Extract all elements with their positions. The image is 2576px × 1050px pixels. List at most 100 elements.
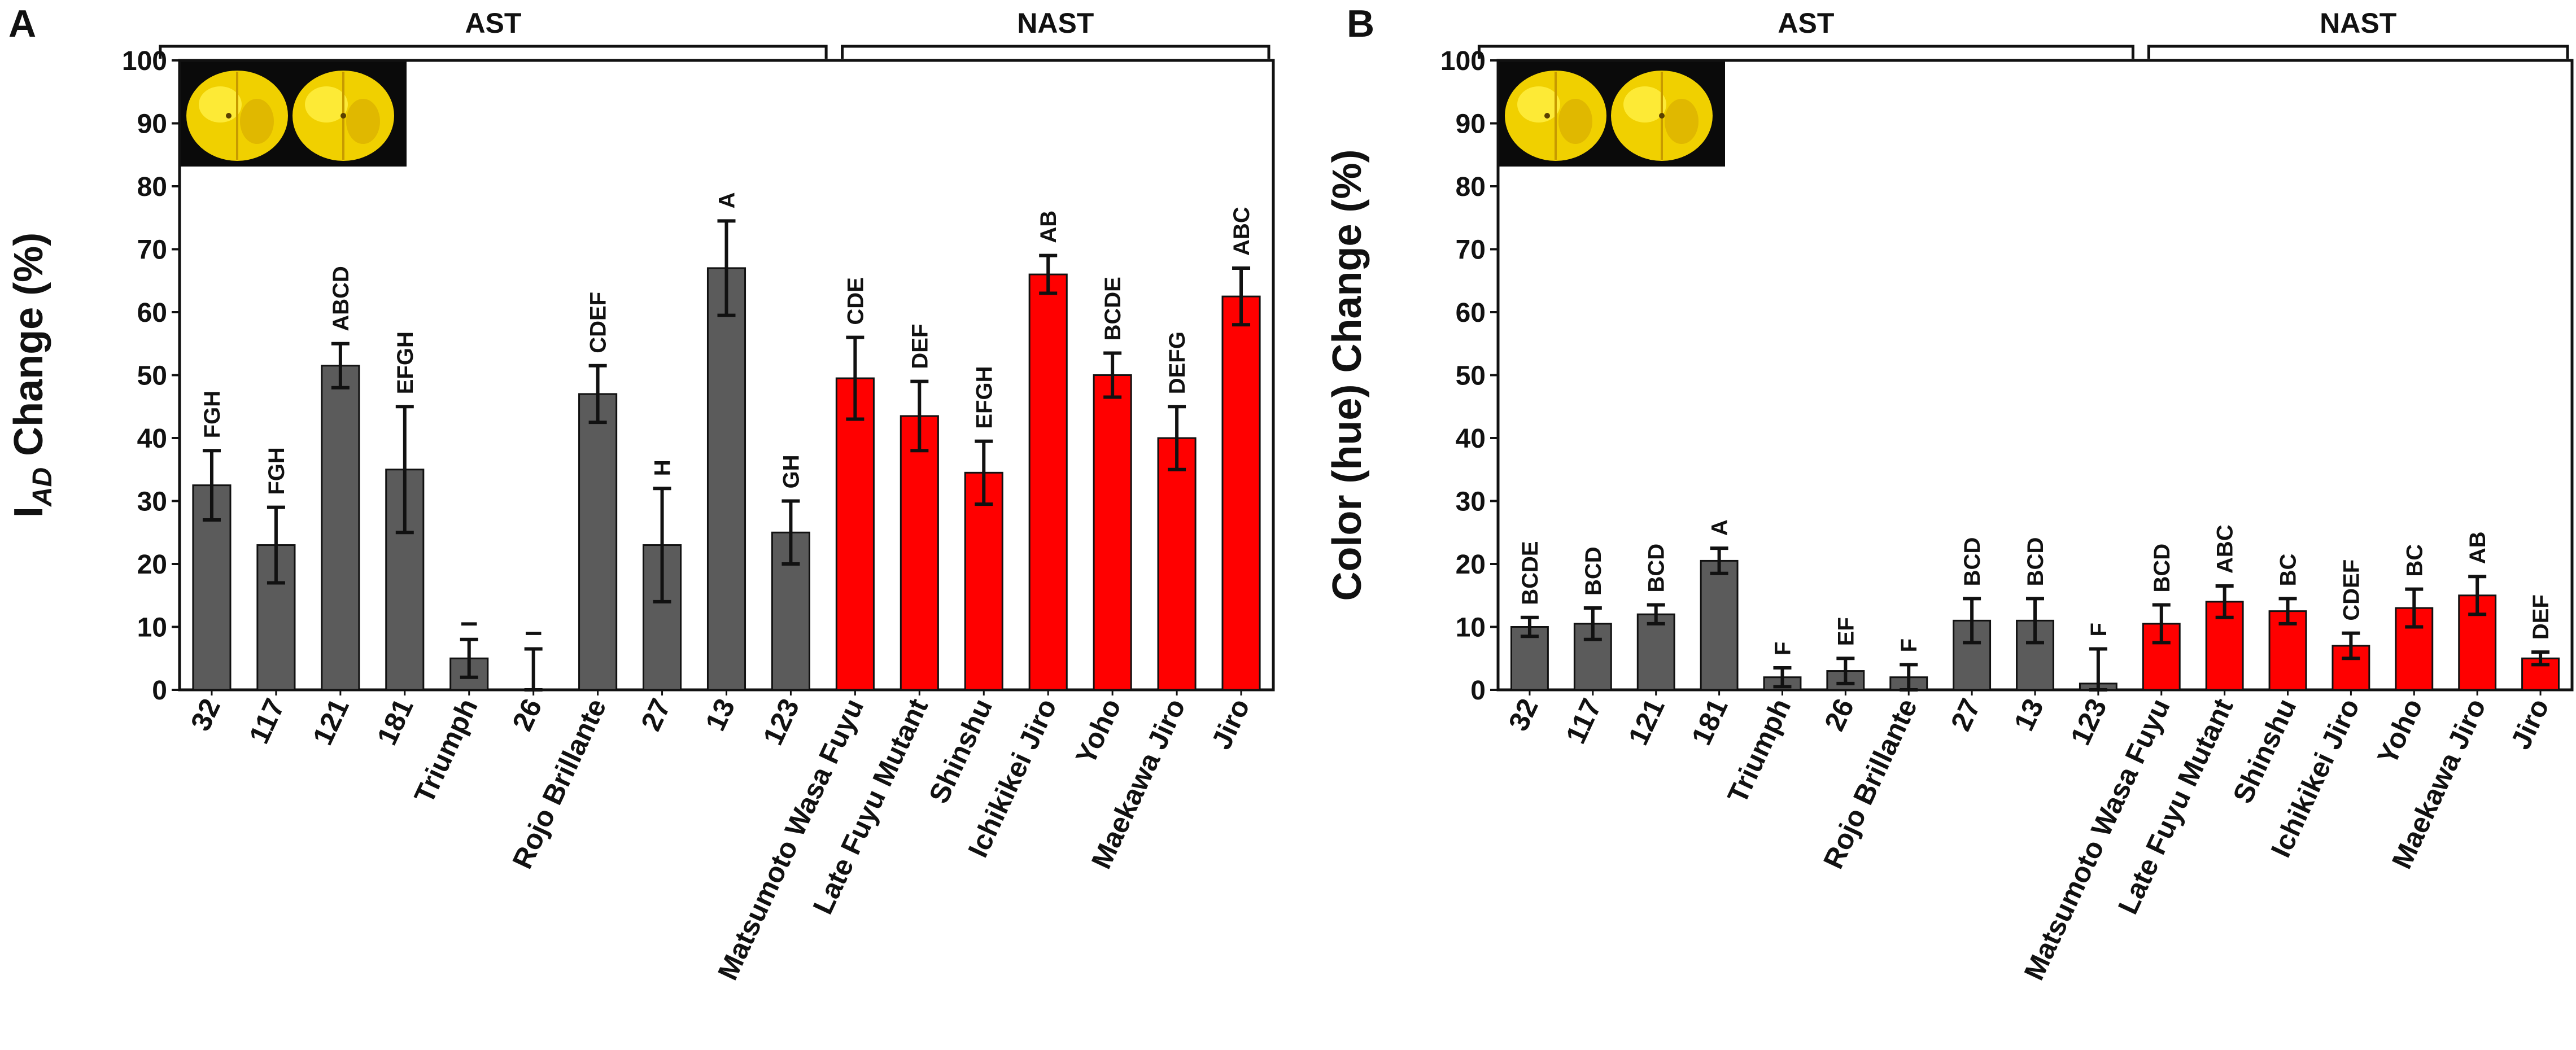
group-bracket: NAST bbox=[2147, 7, 2569, 59]
y-axis-title-main: I bbox=[6, 506, 51, 518]
significance-letter: BCD bbox=[1581, 546, 1606, 596]
bar bbox=[706, 267, 746, 691]
bar bbox=[321, 365, 360, 691]
significance-letter: BCD bbox=[1644, 544, 1669, 593]
significance-letter: EFGH bbox=[393, 331, 418, 394]
y-tick-label: 70 bbox=[1456, 235, 1486, 265]
x-tick-label: 181 bbox=[371, 694, 420, 750]
y-tick-label: 60 bbox=[137, 298, 167, 328]
fruit-highlight bbox=[199, 86, 242, 123]
fruit-highlight bbox=[305, 86, 348, 123]
group-label: AST bbox=[465, 7, 521, 39]
y-axis-title: IAD Change (%) bbox=[6, 233, 58, 518]
significance-letter: FGH bbox=[264, 447, 289, 495]
bar bbox=[1700, 559, 1739, 691]
x-tick-label: 121 bbox=[1622, 694, 1671, 750]
group-bracket-line bbox=[159, 45, 828, 59]
x-tick-label: 26 bbox=[506, 694, 548, 736]
significance-letter: BCDE bbox=[1518, 541, 1543, 605]
fruit-highlight bbox=[1517, 86, 1560, 123]
significance-letter: BCD bbox=[2150, 544, 2175, 593]
group-label: AST bbox=[1778, 7, 1834, 39]
bar bbox=[835, 377, 875, 691]
y-tick-label: 80 bbox=[137, 172, 167, 202]
significance-letter: CDEF bbox=[586, 292, 611, 353]
y-axis-title-subscript: AD bbox=[28, 467, 58, 507]
significance-letter: DEF bbox=[2529, 594, 2553, 640]
significance-letter: ABC bbox=[2213, 524, 2238, 574]
x-tick-label: Triumph bbox=[1721, 694, 1797, 808]
x-tick-label: 26 bbox=[1818, 694, 1860, 736]
y-axis-title: Color (hue) Change (%) bbox=[1325, 150, 1370, 601]
x-tick-label: 121 bbox=[307, 694, 355, 750]
panel-label: B bbox=[1347, 2, 1374, 45]
y-tick-label: 50 bbox=[137, 361, 167, 391]
fruit-highlight bbox=[1623, 86, 1666, 123]
x-tick-label: 13 bbox=[2008, 694, 2050, 736]
y-tick-label: 60 bbox=[1456, 298, 1486, 328]
fruit-calyx-dot bbox=[1544, 113, 1550, 119]
significance-letter: CDEF bbox=[2339, 559, 2364, 621]
fruit-shade bbox=[1558, 99, 1592, 144]
significance-letter: BC bbox=[2402, 544, 2427, 577]
bar bbox=[964, 471, 1003, 691]
y-tick-label: 90 bbox=[137, 110, 167, 139]
group-bracket-line bbox=[841, 45, 1270, 59]
significance-letter: DEF bbox=[907, 324, 932, 369]
x-tick-label: 117 bbox=[243, 694, 291, 749]
y-tick-label: 10 bbox=[1456, 613, 1486, 643]
persimmon-fruit bbox=[1505, 71, 1606, 161]
persimmon-fruit-photo bbox=[181, 62, 407, 167]
x-tick-label: Triumph bbox=[408, 694, 484, 808]
fruit-shade bbox=[346, 99, 380, 144]
y-tick-label: 30 bbox=[137, 487, 167, 517]
group-label: NAST bbox=[2320, 7, 2396, 39]
x-tick-label: 27 bbox=[1945, 694, 1986, 736]
y-tick-label: 40 bbox=[137, 424, 167, 454]
bar bbox=[1093, 374, 1132, 691]
significance-letter: F bbox=[1897, 638, 1922, 652]
fruit-calyx-dot bbox=[340, 113, 346, 119]
y-tick-label: 20 bbox=[1456, 550, 1486, 580]
persimmon-fruit bbox=[292, 71, 394, 161]
bar bbox=[578, 393, 618, 691]
group-bracket-line bbox=[2147, 45, 2569, 59]
fruit-shade bbox=[1665, 99, 1699, 144]
significance-letter: EFGH bbox=[972, 366, 997, 428]
y-tick-label: 20 bbox=[137, 550, 167, 580]
significance-letter: A bbox=[715, 192, 740, 208]
panel-label: A bbox=[8, 2, 36, 45]
significance-letter: BCDE bbox=[1101, 277, 1125, 340]
x-tick-label: 123 bbox=[757, 694, 805, 750]
significance-letter: F bbox=[2086, 623, 2111, 636]
fruit-calyx-dot bbox=[226, 113, 232, 119]
significance-letter: AB bbox=[1036, 211, 1061, 243]
x-tick-label: 117 bbox=[1560, 694, 1608, 749]
bar bbox=[1636, 613, 1675, 691]
significance-letter: F bbox=[1770, 642, 1795, 655]
bar bbox=[1221, 295, 1261, 691]
significance-letter: BCD bbox=[2023, 537, 2048, 587]
significance-letter: ABC bbox=[1229, 207, 1254, 256]
significance-letter: I bbox=[522, 630, 547, 636]
x-tick-label: Jiro bbox=[2505, 694, 2556, 754]
x-tick-label: 32 bbox=[1503, 694, 1544, 736]
y-tick-label: 50 bbox=[1456, 361, 1486, 391]
bar bbox=[900, 415, 939, 691]
y-tick-label: 70 bbox=[137, 235, 167, 265]
x-tick-label: Shinshu bbox=[923, 694, 998, 808]
significance-letter: AB bbox=[2465, 532, 2490, 565]
y-tick-label: 0 bbox=[152, 676, 167, 706]
x-tick-label: Yoho bbox=[1069, 694, 1127, 769]
y-tick-label: 40 bbox=[1456, 424, 1486, 454]
significance-letter: GH bbox=[779, 455, 804, 489]
bar bbox=[1028, 273, 1068, 691]
bar bbox=[1157, 437, 1197, 691]
x-tick-label: 181 bbox=[1686, 694, 1734, 750]
group-bracket: AST bbox=[159, 7, 828, 59]
significance-letter: H bbox=[650, 460, 675, 476]
significance-letter: ABCD bbox=[329, 266, 353, 331]
